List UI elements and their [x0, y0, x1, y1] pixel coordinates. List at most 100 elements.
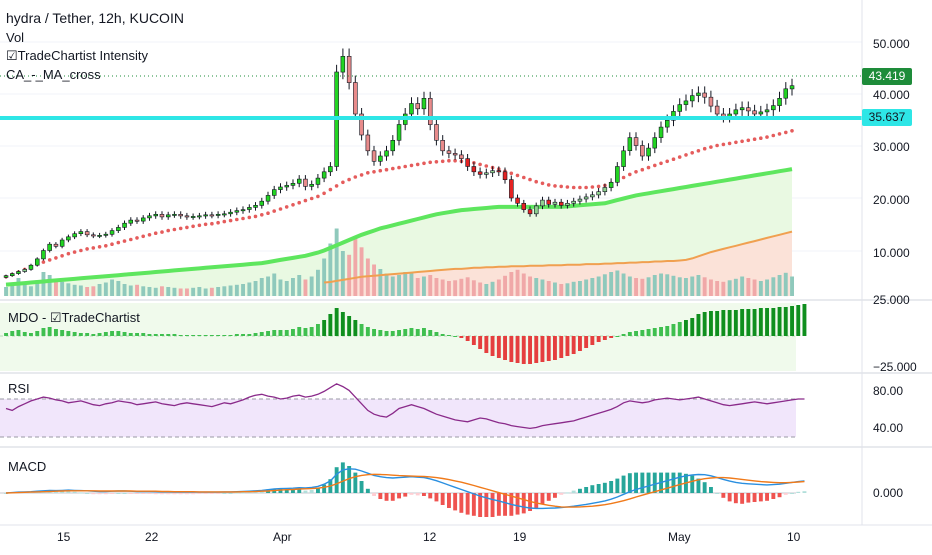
legend-ma-cross[interactable]: CA_-_MA_cross	[6, 67, 101, 82]
candle-body	[340, 55, 346, 73]
candle-body	[484, 172, 489, 175]
volume-bar	[578, 281, 582, 296]
candle-body	[471, 166, 477, 173]
candle	[771, 99, 776, 116]
candle-body	[365, 134, 371, 152]
volume-bar	[465, 277, 470, 297]
ma-dot	[734, 140, 738, 145]
ma-dot	[316, 194, 320, 199]
candle	[415, 97, 420, 115]
mdo-bar	[652, 328, 657, 336]
mdo-bar	[47, 327, 52, 336]
mdo-bar	[390, 331, 395, 336]
mdo-bar	[727, 310, 732, 336]
candle	[384, 145, 389, 161]
ma-dot	[185, 225, 189, 230]
candle-body	[166, 214, 171, 218]
symbol-title[interactable]: hydra / Tether, 12h, KUCOIN	[6, 10, 184, 26]
macd-histogram-bar	[690, 475, 695, 493]
candle	[53, 242, 59, 249]
mdo-bar	[515, 336, 520, 363]
macd-histogram-bar	[503, 493, 507, 516]
macd-pane	[0, 462, 807, 517]
candle-body	[596, 191, 601, 196]
candle	[484, 168, 489, 179]
macd-histogram-bar	[758, 493, 763, 502]
macd-histogram-bar	[459, 493, 464, 513]
mdo-bar	[565, 336, 570, 356]
candle	[22, 268, 27, 273]
candle	[608, 178, 614, 192]
macd-histogram-bar	[559, 493, 564, 495]
legend-intensity[interactable]: ☑TradeChartist Intensity	[6, 48, 148, 63]
candle	[502, 167, 508, 184]
volume-bar	[559, 284, 564, 296]
mdo-bar	[203, 335, 208, 336]
volume-bar	[652, 275, 657, 296]
macd-histogram-bar	[771, 493, 776, 499]
volume-bar	[185, 288, 189, 296]
macd-histogram-bar	[247, 491, 252, 493]
ma-dot	[147, 233, 152, 237]
mdo-pane-title[interactable]: MDO - ☑TradeChartist	[8, 310, 140, 325]
ma-dot	[646, 165, 651, 170]
mdo-bar	[465, 336, 470, 341]
mdo-bar	[434, 332, 439, 336]
macd-histogram-bar	[141, 493, 146, 494]
macd-histogram-bar	[496, 493, 501, 516]
candle-body	[515, 197, 520, 204]
candle-body	[328, 166, 333, 173]
macd-pane-title[interactable]: MACD	[8, 459, 47, 474]
price-tick: 10.000	[873, 246, 910, 260]
candle-body	[571, 200, 576, 204]
candle-body	[446, 150, 452, 154]
macd-histogram-bar	[334, 467, 339, 493]
ma-dot	[684, 153, 688, 157]
mdo-bar	[677, 322, 682, 336]
candle-body	[440, 140, 445, 152]
candle	[571, 197, 576, 207]
candle-body	[109, 230, 115, 235]
candle-body	[739, 107, 745, 111]
mdo-bar	[627, 332, 632, 336]
candle-body	[733, 109, 739, 115]
ma-dot	[178, 226, 183, 231]
candle	[359, 108, 364, 141]
ma-dot	[534, 179, 538, 184]
volume-bar	[715, 281, 720, 296]
volume-bar	[60, 281, 65, 297]
volume-bar	[440, 279, 445, 296]
mdo-bar	[153, 334, 158, 336]
ma-dot	[203, 222, 208, 227]
volume-bar	[178, 288, 183, 296]
ma-dot	[659, 161, 663, 166]
candle	[558, 198, 564, 209]
ma-dot	[72, 250, 77, 254]
candle-body	[359, 113, 364, 136]
volume-bar	[390, 276, 395, 296]
macd-histogram-bar	[347, 466, 352, 493]
candle	[533, 202, 539, 217]
volume-bar	[384, 273, 389, 296]
legend-volume[interactable]: Vol	[6, 30, 25, 45]
rsi-pane-title[interactable]: RSI	[8, 381, 30, 396]
candle-body	[758, 111, 764, 115]
mdo-bar	[484, 336, 489, 353]
candle	[172, 211, 177, 218]
ma-dot	[104, 244, 108, 248]
volume-bar	[758, 281, 763, 296]
ma-dot	[453, 158, 457, 163]
last-price-label: 43.419	[862, 68, 912, 85]
volume-bar	[365, 258, 370, 296]
candle-body	[452, 153, 458, 156]
candle	[41, 248, 46, 261]
candle-body	[652, 137, 657, 149]
macd-histogram-bar	[103, 493, 108, 495]
candle	[97, 232, 102, 239]
volume-bar	[790, 276, 794, 296]
macd-histogram-bar	[765, 493, 769, 501]
ma-dot	[272, 209, 277, 213]
candle-body	[84, 231, 90, 236]
